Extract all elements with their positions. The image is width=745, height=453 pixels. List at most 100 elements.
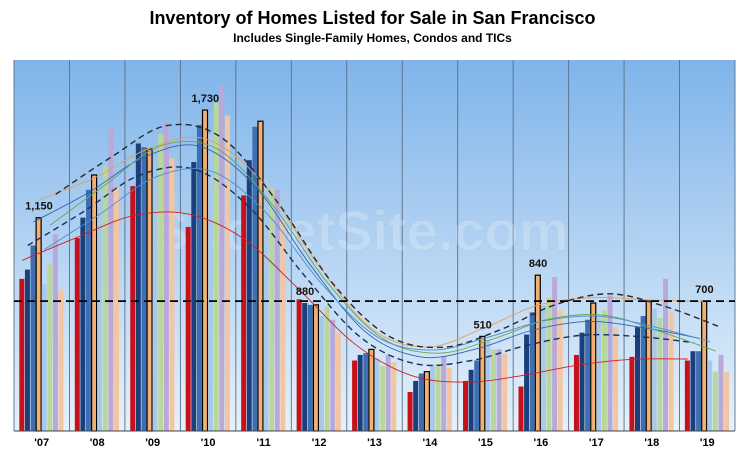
trend-lines-group (21, 123, 722, 383)
bar-jun-6 (380, 366, 386, 431)
bar-jan-9 (518, 386, 524, 431)
bar-mar-2 (141, 147, 147, 431)
trend-line-feb (27, 166, 694, 367)
bar-apr-10 (590, 302, 597, 432)
bar-apr-0 (35, 217, 42, 432)
x-tick-label: '17 (589, 437, 604, 449)
bar-feb-3 (191, 162, 197, 431)
bar-feb-12 (690, 351, 696, 431)
x-tick-label: '13 (367, 437, 382, 449)
x-tick-label: '10 (201, 437, 216, 449)
bar-jul-11 (663, 278, 669, 431)
bar-jul-4 (274, 189, 280, 431)
bar-apr-9 (534, 274, 541, 432)
x-tick-label: '11 (256, 437, 270, 449)
x-tick-label: '12 (312, 437, 327, 449)
bar-may-1 (97, 193, 103, 431)
x-tick-label: '18 (644, 437, 659, 449)
bar-apr-6 (368, 348, 375, 432)
bar-apr-8 (479, 335, 486, 432)
bar-may-10 (596, 317, 602, 431)
bar-aug-5 (335, 332, 341, 431)
bar-jan-6 (352, 360, 358, 431)
bar-aug-11 (668, 312, 674, 431)
bar-jul-6 (385, 354, 391, 431)
bar-aug-7 (446, 367, 452, 431)
trend-line-jun (49, 140, 716, 354)
bar-mar-6 (363, 353, 369, 431)
bar-jun-11 (657, 317, 663, 431)
bar-mar-12 (696, 351, 702, 431)
bar-jun-12 (712, 371, 718, 431)
bar-aug-0 (58, 290, 64, 431)
bar-jan-5 (296, 299, 302, 431)
bar-may-2 (152, 176, 158, 431)
bar-aug-12 (724, 371, 730, 431)
bar-apr-4 (257, 120, 264, 432)
bar-jul-12 (718, 354, 724, 431)
bar-jun-0 (47, 264, 53, 431)
bar-mar-7 (418, 373, 424, 431)
trend-line-jan (21, 211, 688, 383)
chart-title: Inventory of Homes Listed for Sale in Sa… (149, 8, 596, 28)
trend-line-mar (33, 144, 699, 359)
x-axis-ticks: '07 '08 '09 '10 '11 '12 '13 '14 '15 '16 '17 '18 '19 (34, 437, 714, 449)
bar-jan-2 (130, 186, 136, 431)
bar-may-5 (319, 315, 325, 431)
x-tick-label: '19 (700, 437, 715, 449)
bar-aug-4 (280, 219, 286, 431)
bar-jan-7 (407, 392, 413, 431)
data-label: 1,150 (25, 201, 53, 213)
bar-mar-11 (640, 315, 646, 431)
bar-feb-6 (357, 354, 363, 431)
trend-line-jul (55, 123, 722, 349)
bar-jan-1 (74, 238, 80, 431)
bar-jun-3 (213, 102, 219, 431)
bar-mar-3 (196, 124, 202, 432)
bar-jan-12 (684, 360, 690, 431)
bar-mar-4 (252, 126, 258, 431)
bar-may-3 (208, 134, 214, 431)
bar-apr-5 (312, 304, 320, 432)
x-tick-label: '07 (34, 437, 49, 449)
bar-may-12 (707, 360, 713, 431)
bar-jun-1 (102, 165, 108, 432)
bar-jun-10 (601, 310, 607, 431)
bar-jan-0 (19, 278, 25, 431)
bar-mar-8 (474, 360, 480, 431)
bar-jan-4 (241, 195, 247, 431)
bar-jul-3 (219, 85, 225, 431)
bar-jul-9 (552, 277, 558, 431)
bar-feb-2 (135, 143, 141, 431)
bar-feb-9 (524, 334, 530, 431)
x-tick-label: '15 (478, 437, 493, 449)
data-label: 700 (695, 284, 713, 296)
bar-mar-1 (85, 189, 91, 431)
bar-feb-0 (24, 269, 30, 431)
bar-may-4 (263, 178, 269, 431)
bar-jul-10 (607, 295, 613, 431)
grid-lines (13, 60, 736, 431)
bar-mar-0 (30, 245, 36, 431)
bar-feb-7 (413, 380, 419, 431)
bar-jun-8 (491, 349, 497, 431)
bar-jun-4 (269, 187, 275, 431)
bar-feb-11 (635, 327, 641, 431)
bar-jan-10 (573, 354, 579, 431)
bar-jul-0 (52, 234, 58, 431)
data-label: 1,730 (192, 93, 220, 105)
bar-feb-5 (302, 303, 308, 431)
bar-apr-2 (146, 148, 153, 432)
bar-jun-2 (158, 134, 164, 431)
data-labels-group: 1,150 1,730 880 510 840 700 (25, 93, 713, 331)
x-tick-label: '09 (145, 437, 160, 449)
bar-may-6 (374, 358, 380, 431)
bar-jul-5 (330, 319, 336, 431)
bar-aug-10 (613, 327, 619, 431)
bar-may-7 (429, 364, 435, 431)
bar-jul-2 (163, 121, 169, 431)
bar-aug-6 (391, 362, 397, 431)
bar-feb-1 (80, 217, 86, 431)
